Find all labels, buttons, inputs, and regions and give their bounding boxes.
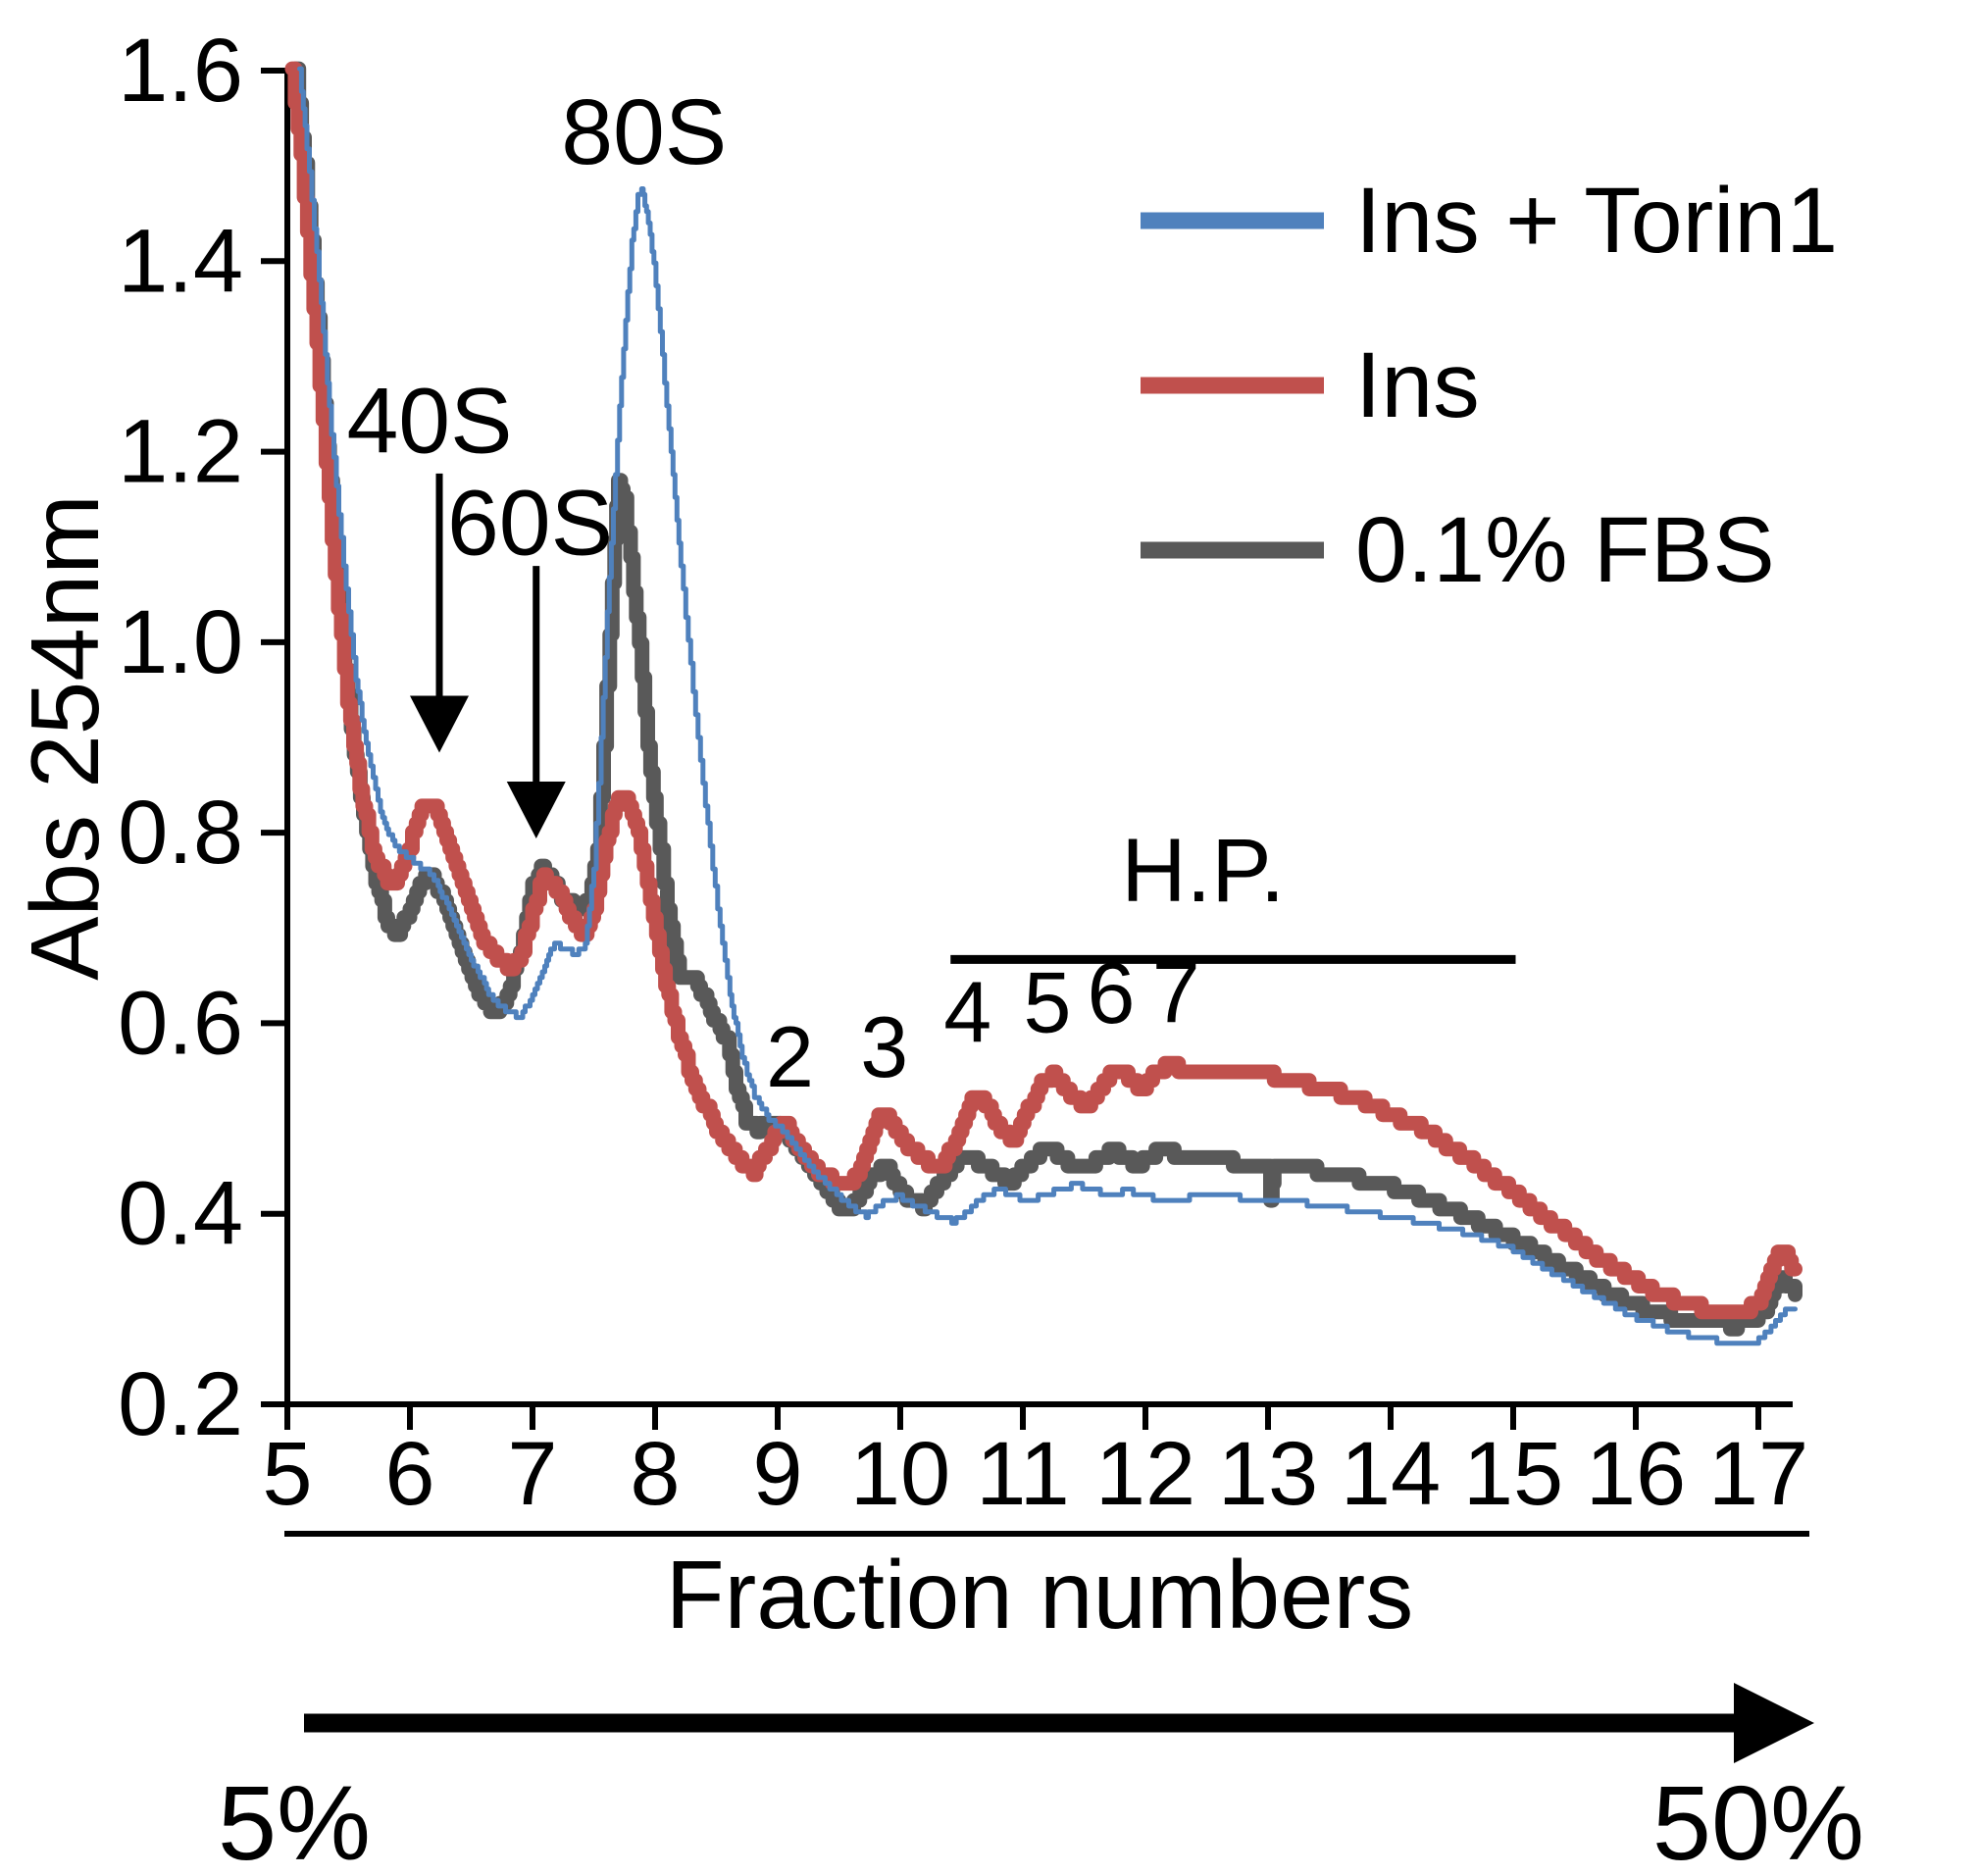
x-tick-label-7: 7 <box>507 1424 557 1524</box>
x-tick-label-11: 11 <box>976 1424 1070 1524</box>
curves <box>284 61 1802 1346</box>
label-hp: H.P. <box>1121 821 1285 921</box>
y-tick-label-1.6: 1.6 <box>118 21 243 121</box>
y-axis-ticks: 1.6 1.4 1.2 1.0 0.8 0.6 0.4 0.2 <box>118 21 287 1454</box>
gradient-axis: 5% 50% <box>218 1683 1864 1876</box>
x-tick-label-5: 5 <box>262 1424 312 1524</box>
x-tick-label-10: 10 <box>850 1424 950 1524</box>
x-axis-ticks: 5 6 7 8 9 10 11 12 13 14 15 16 17 <box>262 1404 1808 1524</box>
40s-arrowhead <box>410 695 469 753</box>
polysome-peak-label-2: 2 <box>766 1008 814 1105</box>
x-tick-label-16: 16 <box>1586 1424 1686 1524</box>
x-tick-label-17: 17 <box>1708 1424 1808 1524</box>
60s-arrowhead <box>506 781 566 838</box>
x-tick-label-14: 14 <box>1341 1424 1441 1524</box>
x-tick-label-12: 12 <box>1095 1424 1195 1524</box>
y-tick-label-0.6: 0.6 <box>118 973 243 1073</box>
y-tick-label-0.4: 0.4 <box>118 1164 243 1264</box>
bottom-labels: Fraction numbers <box>284 1531 1809 1648</box>
y-tick-label-0.2: 0.2 <box>118 1354 243 1454</box>
x-tick-label-8: 8 <box>630 1424 680 1524</box>
label-60s: 60S <box>447 471 613 575</box>
gradient-end-label: 50% <box>1652 1763 1864 1876</box>
legend-label-0-1-fbs: 0.1% FBS <box>1355 498 1775 602</box>
x-tick-label-6: 6 <box>384 1424 434 1524</box>
gradient-arrowhead <box>1734 1683 1814 1763</box>
legend: Ins + Torin1 Ins 0.1% FBS <box>1141 169 1838 602</box>
y-tick-label-1.2: 1.2 <box>118 402 243 502</box>
x-tick-label-13: 13 <box>1218 1424 1318 1524</box>
legend-label-ins-torin1: Ins + Torin1 <box>1355 169 1838 273</box>
gradient-start-label: 5% <box>218 1763 371 1876</box>
x-tick-label-15: 15 <box>1463 1424 1563 1524</box>
y-tick-label-0.8: 0.8 <box>118 783 243 883</box>
y-tick-label-1.0: 1.0 <box>118 592 243 692</box>
label-40s: 40S <box>346 369 512 473</box>
series-line-ins <box>284 61 1802 1320</box>
legend-label-ins: Ins <box>1355 333 1480 437</box>
x-tick-label-9: 9 <box>752 1424 802 1524</box>
polysome-peak-label-4: 4 <box>943 963 991 1060</box>
y-tick-label-1.4: 1.4 <box>118 211 243 311</box>
label-80s: 80S <box>561 80 727 184</box>
series-line-0-1-fbs <box>288 61 1802 1337</box>
series-line-ins-torin1 <box>297 66 1798 1346</box>
polysome-peak-label-5: 5 <box>1024 954 1072 1051</box>
axes <box>284 71 1793 1407</box>
x-axis-title: Fraction numbers <box>666 1541 1414 1648</box>
polysome-peak-label-3: 3 <box>860 998 908 1095</box>
y-axis-title: Abs 254nm <box>11 494 119 981</box>
